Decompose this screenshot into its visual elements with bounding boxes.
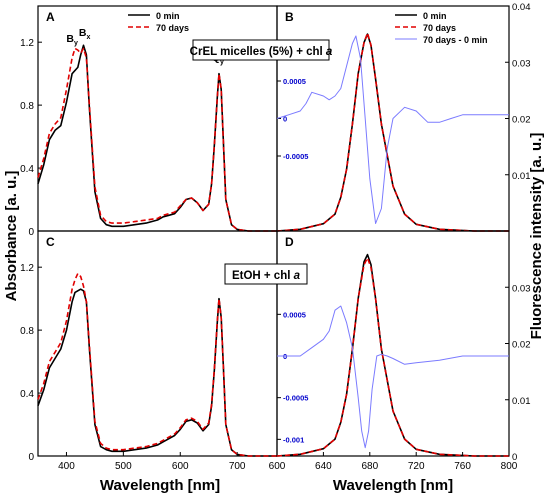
y-tick-label: 0.04: [512, 2, 531, 13]
panel-d: D00.010.020.03-0.001-0.000500.00050.0016…: [269, 231, 531, 472]
x-axis-label-left: Wavelength [nm]: [100, 477, 220, 494]
inner-y-tick-label: -0.0005: [283, 152, 308, 161]
x-tick-label: 700: [229, 461, 246, 472]
legend-label: 0 min: [423, 11, 447, 21]
inner-y-tick-label: 0.0005: [283, 310, 306, 319]
peak-annotation: By: [66, 33, 78, 47]
inner-y-tick-label: -0.001: [283, 435, 304, 444]
x-tick-label: 600: [269, 461, 286, 472]
legend-label: 70 days - 0 min: [423, 35, 488, 45]
series-line-0-min: [38, 289, 277, 456]
banner-bottom-text: EtOH + chl: [232, 270, 294, 282]
panel-letter: C: [46, 235, 55, 249]
peak-annotation-subscript: y: [74, 40, 78, 47]
banner-top-text: CrEL micelles (5%) + chl: [190, 46, 326, 58]
series-line-70-days: [38, 274, 277, 457]
svg-text:EtOH + chl a: EtOH + chl a: [232, 270, 301, 282]
x-tick-label: 500: [115, 461, 132, 472]
banner-top: CrEL micelles (5%) + chl a: [190, 40, 333, 60]
inner-y-tick-label: -0.0005: [283, 394, 308, 403]
series-line-0-min: [277, 255, 509, 456]
x-tick-label: 800: [501, 461, 518, 472]
y-tick-label: 1.2: [20, 263, 34, 274]
x-axis-label-right: Wavelength [nm]: [333, 477, 453, 494]
y-tick-label: 0.8: [20, 101, 34, 112]
y-tick-label: 1.2: [20, 38, 34, 49]
x-tick-label: 600: [172, 461, 189, 472]
inner-y-tick-label: 0.0005: [283, 77, 306, 86]
y-tick-label: 0: [28, 227, 34, 238]
y-tick-label: 0.01: [512, 396, 531, 407]
legend-label: 70 days: [423, 23, 456, 33]
series-line-70-days: [277, 33, 509, 231]
series-line-0-min: [38, 45, 277, 231]
peak-annotation: Bx: [79, 27, 91, 41]
series-line-70-days-0-min: [277, 36, 509, 224]
x-tick-label: 760: [454, 461, 471, 472]
legend-label: 0 min: [156, 11, 180, 21]
panel-letter: A: [46, 10, 55, 24]
series-line-0-min: [277, 34, 509, 231]
x-tick-label: 680: [361, 461, 378, 472]
y-tick-label: 0: [28, 452, 34, 463]
svg-text:CrEL micelles (5%) + chl a: CrEL micelles (5%) + chl a: [190, 46, 333, 58]
y-tick-label: 0.4: [20, 389, 34, 400]
panel-letter: D: [285, 235, 294, 249]
plot-frame: [277, 231, 509, 456]
y-axis-label-left: Absorbance [a. u.]: [3, 171, 20, 302]
banner-bottom: EtOH + chl a: [225, 264, 307, 284]
legend-label: 70 days: [156, 23, 189, 33]
series-line-70-days: [38, 49, 277, 232]
y-tick-label: 0.02: [512, 340, 531, 351]
x-tick-label: 400: [58, 461, 75, 472]
panel-letter: B: [285, 10, 294, 24]
series-line-70-days: [277, 258, 509, 456]
y-axis-label-right: Fluorescence intensity [a. u.]: [528, 133, 545, 340]
x-tick-label: 640: [315, 461, 332, 472]
y-tick-label: 0.02: [512, 115, 531, 126]
peak-annotation-subscript: x: [87, 34, 91, 41]
y-tick-label: 0.4: [20, 164, 34, 175]
banner-bottom-italic: a: [294, 270, 301, 282]
y-tick-label: 0.03: [512, 58, 531, 69]
series-line-70-days-0-min: [277, 306, 509, 448]
banner-top-italic: a: [326, 46, 333, 58]
y-tick-label: 0.8: [20, 326, 34, 337]
x-tick-label: 720: [408, 461, 425, 472]
